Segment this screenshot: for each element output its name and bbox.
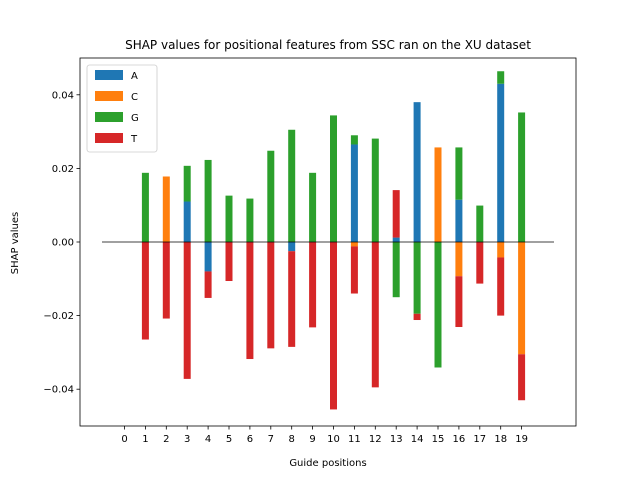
legend-label-T: T	[130, 134, 138, 145]
y-tick-label: −0.02	[43, 311, 74, 322]
bar-G-pos-10	[330, 115, 337, 242]
x-tick-label: 4	[205, 434, 211, 445]
x-tick-label: 14	[411, 434, 424, 445]
bar-G-pos-19	[518, 112, 526, 243]
bar-T-pos-10	[330, 242, 337, 410]
bar-T-pos-9	[309, 242, 317, 328]
bar-G-pos-7	[267, 150, 275, 242]
x-tick-label: 8	[289, 434, 295, 445]
x-tick-label: 0	[121, 434, 127, 445]
bar-T-pos-2	[162, 242, 170, 319]
x-axis-ticks: 0 1 2 3 4 5 6 7 8 9 10 11 12 13 14 15 16 17 18 19	[121, 426, 528, 445]
bar-T-pos-14	[413, 313, 421, 321]
legend-label-G: G	[131, 113, 139, 124]
bar-T-pos-5	[225, 242, 233, 282]
bar-G-pos-6	[246, 198, 254, 242]
x-tick-label: 6	[247, 434, 253, 445]
bar-T-pos-18	[497, 257, 505, 316]
y-axis-ticks: −0.04 −0.02 0.00 0.02 0.04	[43, 90, 80, 396]
y-tick-label: 0.02	[52, 164, 74, 175]
bar-G-pos-4	[204, 159, 212, 242]
legend-swatch-A	[95, 70, 123, 80]
bar-G-pos-16	[455, 147, 463, 200]
bar-G-pos-8	[288, 129, 296, 242]
y-axis-label: SHAP values	[10, 212, 21, 274]
bar-C-pos-11	[350, 242, 358, 247]
bar-A-pos-16	[455, 199, 463, 242]
bar-A-pos-8	[288, 242, 296, 252]
bar-G-pos-13	[392, 242, 400, 298]
legend-swatch-T	[95, 133, 123, 143]
x-tick-label: 3	[184, 434, 190, 445]
bar-T-pos-6	[246, 242, 254, 360]
x-tick-label: 11	[348, 434, 361, 445]
plot-area	[79, 57, 577, 427]
bar-G-pos-3	[183, 165, 191, 202]
bar-G-pos-1	[141, 172, 149, 242]
chart-title: SHAP values for positional features from…	[125, 38, 531, 52]
bar-T-pos-1	[141, 242, 149, 340]
y-tick-label: 0.04	[52, 90, 74, 101]
bar-T-pos-16	[455, 276, 463, 328]
x-tick-label: 12	[369, 434, 382, 445]
bar-G-pos-11	[350, 135, 358, 145]
bar-T-pos-8	[288, 251, 296, 347]
legend-label-A: A	[131, 71, 138, 82]
bar-G-pos-5	[225, 195, 233, 242]
bar-G-pos-18	[497, 71, 505, 84]
y-tick-label: −0.04	[43, 385, 74, 396]
x-axis-label: Guide positions	[289, 458, 366, 469]
bar-A-pos-14	[413, 102, 421, 242]
legend-swatch-G	[95, 112, 123, 122]
bar-T-pos-19	[518, 354, 526, 401]
bar-G-pos-17	[476, 205, 484, 242]
x-tick-label: 16	[453, 434, 466, 445]
bar-T-pos-4	[204, 271, 212, 298]
x-tick-label: 18	[494, 434, 507, 445]
legend-box	[86, 64, 158, 153]
bar-C-pos-15	[434, 147, 442, 242]
x-tick-label: 9	[309, 434, 315, 445]
bar-G-pos-9	[309, 172, 317, 242]
bar-T-pos-3	[183, 242, 191, 379]
bar-T-pos-13	[392, 190, 400, 238]
bar-G-pos-14	[413, 242, 421, 314]
x-tick-label: 5	[226, 434, 232, 445]
x-tick-label: 1	[142, 434, 148, 445]
bar-C-pos-2	[162, 176, 170, 242]
bar-A-pos-4	[204, 242, 212, 272]
y-tick-label: 0.00	[52, 238, 74, 249]
bar-G-pos-12	[371, 138, 379, 242]
x-tick-label: 10	[327, 434, 340, 445]
bar-A-pos-11	[350, 144, 358, 242]
bar-A-pos-3	[183, 201, 191, 242]
x-tick-label: 7	[268, 434, 274, 445]
bar-C-pos-16	[455, 242, 463, 277]
x-tick-label: 2	[163, 434, 169, 445]
bar-T-pos-7	[267, 242, 275, 349]
x-tick-label: 13	[390, 434, 403, 445]
legend-label-C: C	[131, 92, 138, 103]
bar-A-pos-13	[392, 237, 400, 242]
bar-T-pos-17	[476, 242, 484, 284]
bar-C-pos-18	[497, 242, 505, 258]
x-tick-label: 17	[473, 434, 486, 445]
bar-G-pos-15	[434, 242, 442, 368]
bar-T-pos-11	[350, 246, 358, 294]
legend-swatch-C	[95, 91, 123, 101]
x-tick-label: 19	[515, 434, 528, 445]
bar-A-pos-18	[497, 83, 505, 242]
bar-T-pos-12	[371, 242, 379, 388]
x-tick-label: 15	[432, 434, 445, 445]
bar-C-pos-19	[518, 242, 526, 355]
